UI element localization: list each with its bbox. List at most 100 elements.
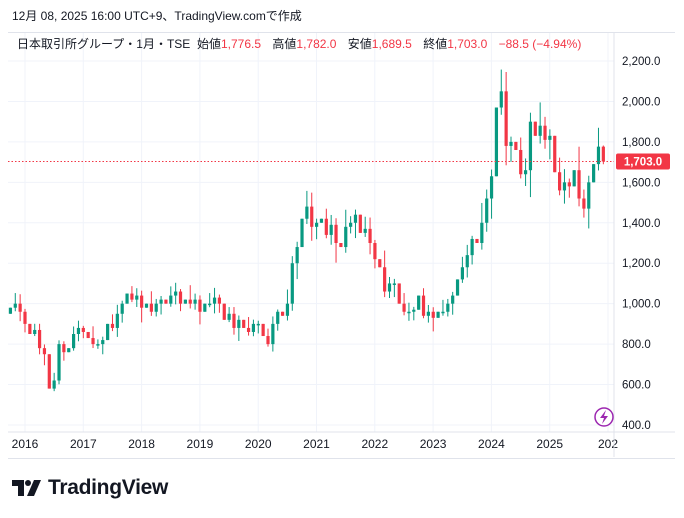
candle-body bbox=[110, 323, 115, 328]
candle-body bbox=[334, 224, 338, 243]
y-tick-label: 800.0 bbox=[622, 339, 651, 351]
candle-body bbox=[368, 228, 372, 243]
candle-body bbox=[349, 222, 353, 227]
candle-body bbox=[451, 295, 455, 304]
candle-body bbox=[251, 323, 256, 332]
y-tick-label: 2,200.0 bbox=[622, 56, 660, 68]
candle-body bbox=[514, 141, 518, 150]
y-tick-label: 1,400.0 bbox=[622, 218, 660, 230]
candle-body bbox=[242, 319, 246, 328]
x-tick-label: 2016 bbox=[12, 437, 39, 451]
lightning-icon-glyph bbox=[600, 410, 608, 424]
candle-body bbox=[28, 323, 32, 334]
candle-body bbox=[533, 121, 537, 136]
candle-body bbox=[553, 135, 557, 173]
candle-body bbox=[436, 311, 440, 318]
candle-body bbox=[567, 182, 571, 187]
candle-body bbox=[353, 214, 358, 223]
candle-body bbox=[558, 172, 562, 191]
candle-body bbox=[237, 319, 241, 328]
candle-body bbox=[280, 311, 285, 316]
candle-body bbox=[300, 218, 304, 248]
candle-body bbox=[504, 91, 508, 146]
candle-body bbox=[523, 170, 528, 175]
candle-body bbox=[387, 283, 392, 292]
candle-body bbox=[47, 354, 51, 389]
candle-body bbox=[455, 279, 460, 296]
candle-body bbox=[363, 228, 367, 233]
tradingview-logo-icon bbox=[12, 480, 41, 496]
y-tick-label: 1,600.0 bbox=[622, 177, 660, 189]
x-tick-label: 2017 bbox=[70, 437, 97, 451]
y-tick-label: 600.0 bbox=[622, 380, 651, 392]
candle-body bbox=[227, 313, 231, 320]
change-value: −88.5 (−4.94%) bbox=[498, 37, 582, 51]
candle-body bbox=[407, 311, 411, 314]
candle-body bbox=[135, 295, 139, 300]
candle-body bbox=[266, 336, 270, 345]
candle-body bbox=[222, 303, 226, 320]
x-tick-label: 2024 bbox=[478, 437, 505, 451]
symbol-label: 日本取引所グループ・1月・TSE bbox=[17, 37, 191, 51]
close-label: 終値 bbox=[423, 37, 448, 51]
candle-body bbox=[329, 224, 333, 235]
candle-body bbox=[509, 141, 513, 146]
open-label: 始値 bbox=[196, 37, 221, 51]
candle-body bbox=[57, 344, 61, 381]
high-label: 高値 bbox=[272, 37, 297, 51]
candle-body bbox=[164, 299, 168, 304]
candle-body bbox=[33, 329, 37, 334]
x-tick-label: 2023 bbox=[420, 437, 447, 451]
candle-body bbox=[378, 259, 382, 268]
x-tick-label: 2019 bbox=[187, 437, 214, 451]
x-tick-label: 2022 bbox=[361, 437, 388, 451]
candle-body bbox=[305, 206, 309, 219]
x-tick-label: 202 bbox=[598, 437, 618, 451]
candle-body bbox=[183, 299, 187, 304]
y-tick-label: 1,000.0 bbox=[622, 299, 660, 311]
candle-body bbox=[402, 303, 406, 312]
candle-body bbox=[212, 297, 217, 304]
candlestick-chart[interactable]: 2,200.0 2,000.0 1,800.0 1,600.0 1,400.0 1,200… bbox=[0, 0, 684, 470]
candle-body bbox=[572, 170, 576, 187]
candle-body bbox=[373, 243, 377, 260]
candle-body bbox=[144, 303, 149, 308]
candle-body bbox=[494, 107, 499, 177]
candle-body bbox=[421, 295, 426, 316]
candle-body bbox=[106, 323, 110, 341]
candle-body bbox=[125, 293, 129, 304]
candle-body bbox=[86, 331, 90, 339]
candle-body bbox=[91, 338, 95, 345]
candle-body bbox=[417, 295, 421, 310]
candle-body bbox=[76, 327, 81, 334]
candle-body bbox=[339, 243, 343, 248]
candle-body bbox=[72, 334, 76, 349]
high-value: 1,782.0 bbox=[296, 37, 337, 51]
y-tick-label: 400.0 bbox=[622, 420, 651, 432]
candle-body bbox=[392, 283, 396, 285]
candle-body bbox=[130, 293, 134, 300]
candle-body bbox=[538, 125, 542, 136]
tradingview-logo[interactable]: TradingView bbox=[12, 476, 168, 500]
candle-body bbox=[310, 206, 314, 227]
candle-body bbox=[271, 323, 275, 345]
candle-body bbox=[18, 303, 22, 312]
candle-body bbox=[261, 323, 265, 337]
candle-body bbox=[319, 218, 324, 223]
candle-body bbox=[256, 323, 260, 326]
candle-body bbox=[470, 238, 474, 256]
candle-body bbox=[460, 267, 464, 280]
candle-body bbox=[23, 311, 27, 324]
candle-body bbox=[149, 303, 153, 312]
candle-body bbox=[582, 198, 586, 209]
candle-body bbox=[42, 348, 47, 355]
candle-body bbox=[188, 299, 192, 304]
open-value: 1,776.5 bbox=[220, 37, 262, 51]
candle-body bbox=[315, 222, 319, 227]
price-tag-label: 1,703.0 bbox=[624, 157, 662, 169]
y-tick-label: 1,800.0 bbox=[622, 137, 660, 149]
candle-body bbox=[426, 311, 430, 316]
candle-body bbox=[543, 125, 547, 140]
candle-body bbox=[81, 327, 85, 332]
